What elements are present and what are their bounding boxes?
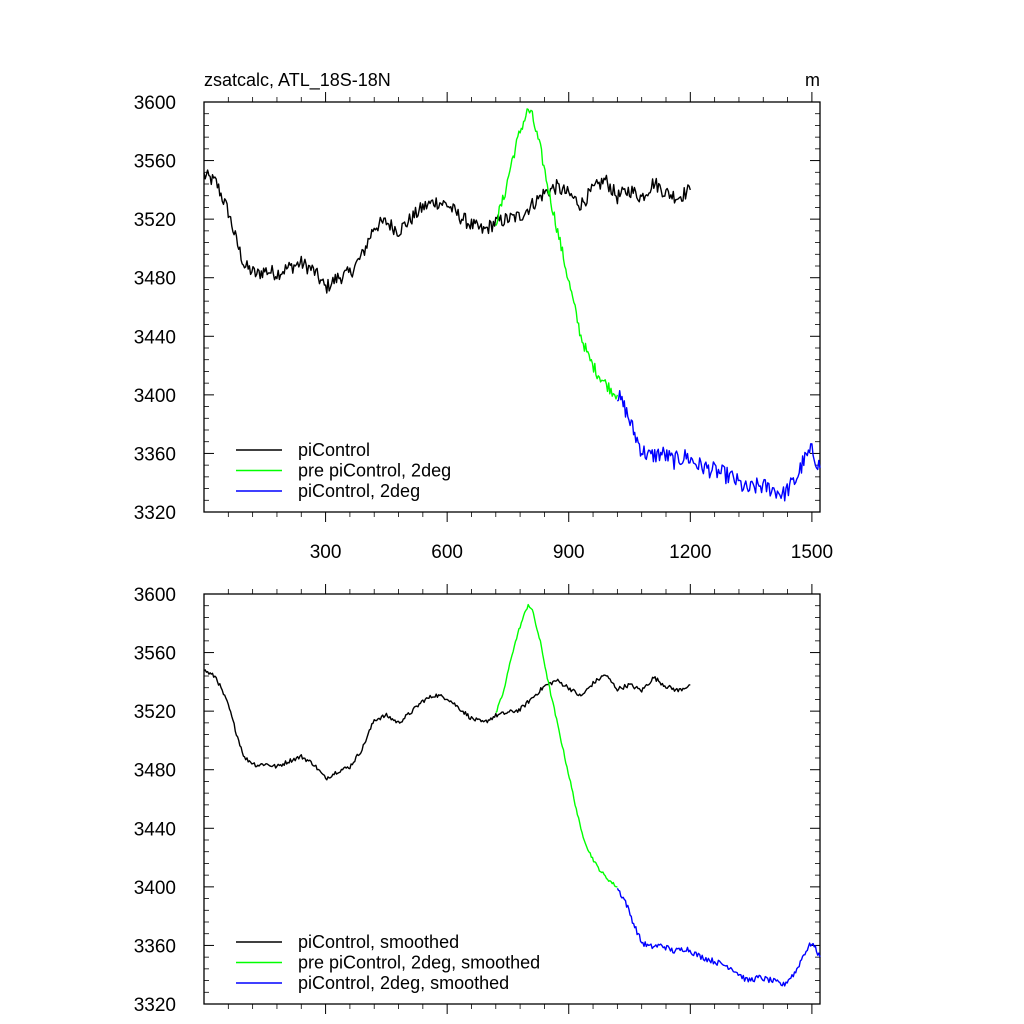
y-tick-label: 3600 xyxy=(134,93,176,114)
bottom-panel: 3320 3360 3400 3440 3480 3520 3560 3600 piContr… xyxy=(134,584,821,1016)
y-axis-labels: 3320 3360 3400 3440 3480 3520 3560 3600 xyxy=(134,93,176,524)
y-tick-label: 3520 xyxy=(134,210,176,231)
y-tick-label: 3360 xyxy=(134,444,176,465)
y-tick-label: 3440 xyxy=(134,819,176,840)
top-panel: zsatcalc, ATL_18S-18N m 3320 3360 3400 3440… xyxy=(134,70,833,563)
x-tick-label: 600 xyxy=(431,542,463,563)
x-tick-label: 1500 xyxy=(791,542,833,563)
axis-ticks xyxy=(204,584,820,1014)
y-tick-label: 3560 xyxy=(134,152,176,173)
series-line-0 xyxy=(203,669,691,781)
y-axis-labels: 3320 3360 3400 3440 3480 3520 3560 3600 xyxy=(134,585,176,1016)
series-line-1 xyxy=(495,108,619,400)
y-tick-label: 3320 xyxy=(134,995,176,1016)
chart-title: zsatcalc, ATL_18S-18N xyxy=(204,70,391,91)
y-tick-label: 3520 xyxy=(134,702,176,723)
y-tick-label: 3560 xyxy=(134,644,176,665)
series-group xyxy=(203,108,821,502)
axis-ticks xyxy=(204,92,820,522)
y-tick-label: 3400 xyxy=(134,386,176,407)
series-line-2 xyxy=(616,390,821,502)
y-tick-label: 3360 xyxy=(134,936,176,957)
y-tick-label: 3480 xyxy=(134,761,176,782)
x-tick-label: 300 xyxy=(310,542,342,563)
series-group xyxy=(203,603,821,987)
x-tick-label: 1200 xyxy=(669,542,711,563)
legend-label: piControl, smoothed xyxy=(298,932,459,952)
y-tick-label: 3320 xyxy=(134,503,176,524)
y-tick-label: 3400 xyxy=(134,878,176,899)
legend-label: piControl, 2deg, smoothed xyxy=(298,973,509,993)
plot-frame xyxy=(203,101,821,513)
series-line-0 xyxy=(203,169,691,294)
series-line-1 xyxy=(495,603,618,888)
x-tick-label: 900 xyxy=(553,542,585,563)
legend-label: pre piControl, 2deg, smoothed xyxy=(298,953,540,973)
legend-label: pre piControl, 2deg xyxy=(298,461,451,481)
x-axis-labels: 300 600 900 1200 1500 xyxy=(310,542,833,563)
y-tick-label: 3600 xyxy=(134,585,176,606)
y-tick-label: 3480 xyxy=(134,269,176,290)
plot-frame xyxy=(203,593,821,1005)
series-line-2 xyxy=(616,887,821,987)
y-tick-label: 3440 xyxy=(134,327,176,348)
legend-label: piControl, 2deg xyxy=(298,481,420,501)
legend-label: piControl xyxy=(298,440,370,460)
units-label: m xyxy=(805,70,820,90)
